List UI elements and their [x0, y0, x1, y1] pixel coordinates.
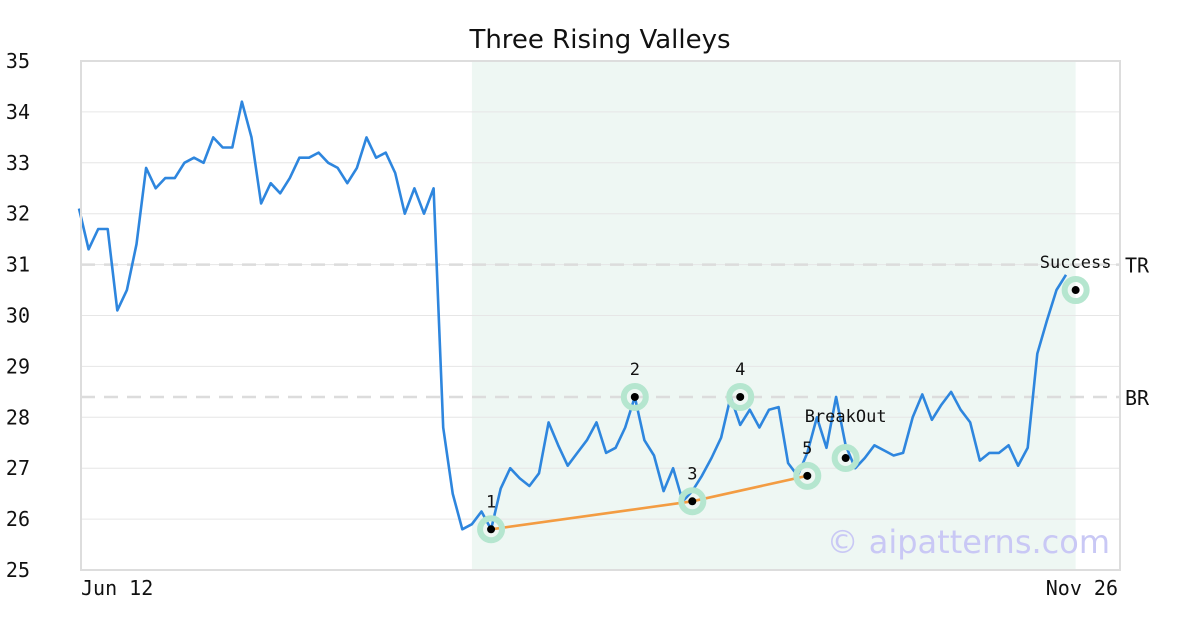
- y-tick-label: 30: [6, 304, 30, 328]
- marker-label-4: 4: [735, 360, 745, 380]
- marker-dot-3: [688, 497, 697, 506]
- pattern-markers: 1 2 3 4 5 BreakOut Success: [477, 253, 1112, 544]
- marker-ring-success: [1061, 276, 1090, 305]
- marker-dot-breakout: [841, 454, 850, 463]
- marker-label-success: Success: [1040, 253, 1112, 273]
- marker-label-breakout: BreakOut: [805, 407, 887, 427]
- y-tick-label: 35: [6, 49, 30, 73]
- x-tick-label: Nov 26: [1046, 576, 1118, 600]
- marker-label-3: 3: [687, 464, 697, 484]
- y-axis-ticks: 25 26 27 28 29 30 31 32 33 34 35: [6, 49, 30, 582]
- reference-lines: TR BR: [81, 254, 1150, 410]
- marker-dot-success: [1071, 286, 1080, 295]
- y-tick-label: 34: [6, 100, 30, 124]
- y-tick-label: 28: [6, 405, 30, 429]
- y-tick-label: 32: [6, 202, 30, 226]
- reference-label-tr: TR: [1125, 254, 1150, 278]
- marker-label-2: 2: [630, 360, 640, 380]
- plot-frame: [80, 60, 1121, 571]
- marker-dot-1: [487, 525, 496, 534]
- marker-ring-5: [793, 461, 822, 490]
- marker-ring-3: [678, 487, 707, 516]
- marker-ring-2: [620, 382, 649, 411]
- marker-ring-breakout: [831, 444, 860, 473]
- chart-title: Three Rising Valleys: [468, 25, 730, 55]
- x-tick-label: Jun 12: [81, 576, 153, 600]
- marker-ring-1: [477, 515, 506, 544]
- y-tick-label: 26: [6, 507, 30, 531]
- marker-dot-5: [803, 471, 812, 480]
- marker-label-5: 5: [802, 439, 812, 459]
- marker-dot-2: [630, 392, 639, 401]
- price-line: [77, 100, 1068, 531]
- marker-ring-4: [726, 382, 755, 411]
- y-tick-label: 31: [6, 253, 30, 277]
- marker-label-1: 1: [486, 492, 496, 512]
- marker-dot-4: [736, 392, 745, 401]
- y-tick-label: 33: [6, 151, 30, 175]
- watermark: © aipatterns.com: [827, 523, 1110, 561]
- y-tick-label: 25: [6, 558, 30, 582]
- y-tick-label: 27: [6, 456, 30, 480]
- y-tick-label: 29: [6, 354, 30, 378]
- x-axis-ticks: Jun 12 Nov 26: [81, 576, 1118, 600]
- reference-label-br: BR: [1125, 386, 1150, 410]
